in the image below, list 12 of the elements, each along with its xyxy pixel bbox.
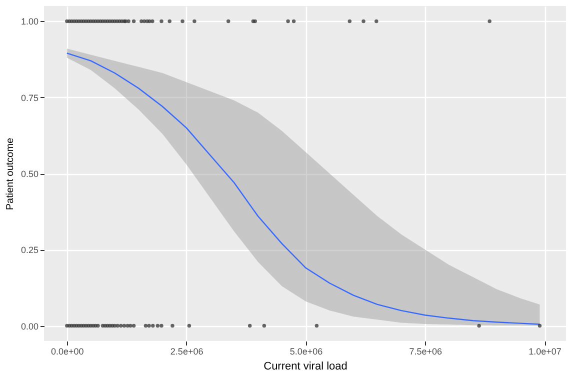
x-tick-label: 1.0e+07 bbox=[528, 346, 562, 356]
y-axis-title: Patient outcome bbox=[4, 137, 16, 210]
x-axis-title: Current viral load bbox=[264, 360, 348, 371]
x-tick-label: 0.0e+00 bbox=[51, 346, 84, 356]
y-tick-label: 0.75 bbox=[20, 92, 38, 103]
x-tick-label: 2.5e+06 bbox=[170, 346, 204, 356]
y-tick-label: 1.00 bbox=[20, 16, 38, 27]
y-tick-label: 0.00 bbox=[20, 321, 38, 332]
y-tick-label: 0.25 bbox=[20, 245, 38, 256]
y-tick-label: 0.50 bbox=[20, 169, 38, 179]
x-tick-label: 5.0e+06 bbox=[290, 346, 323, 356]
x-tick-label: 7.5e+06 bbox=[409, 346, 442, 356]
